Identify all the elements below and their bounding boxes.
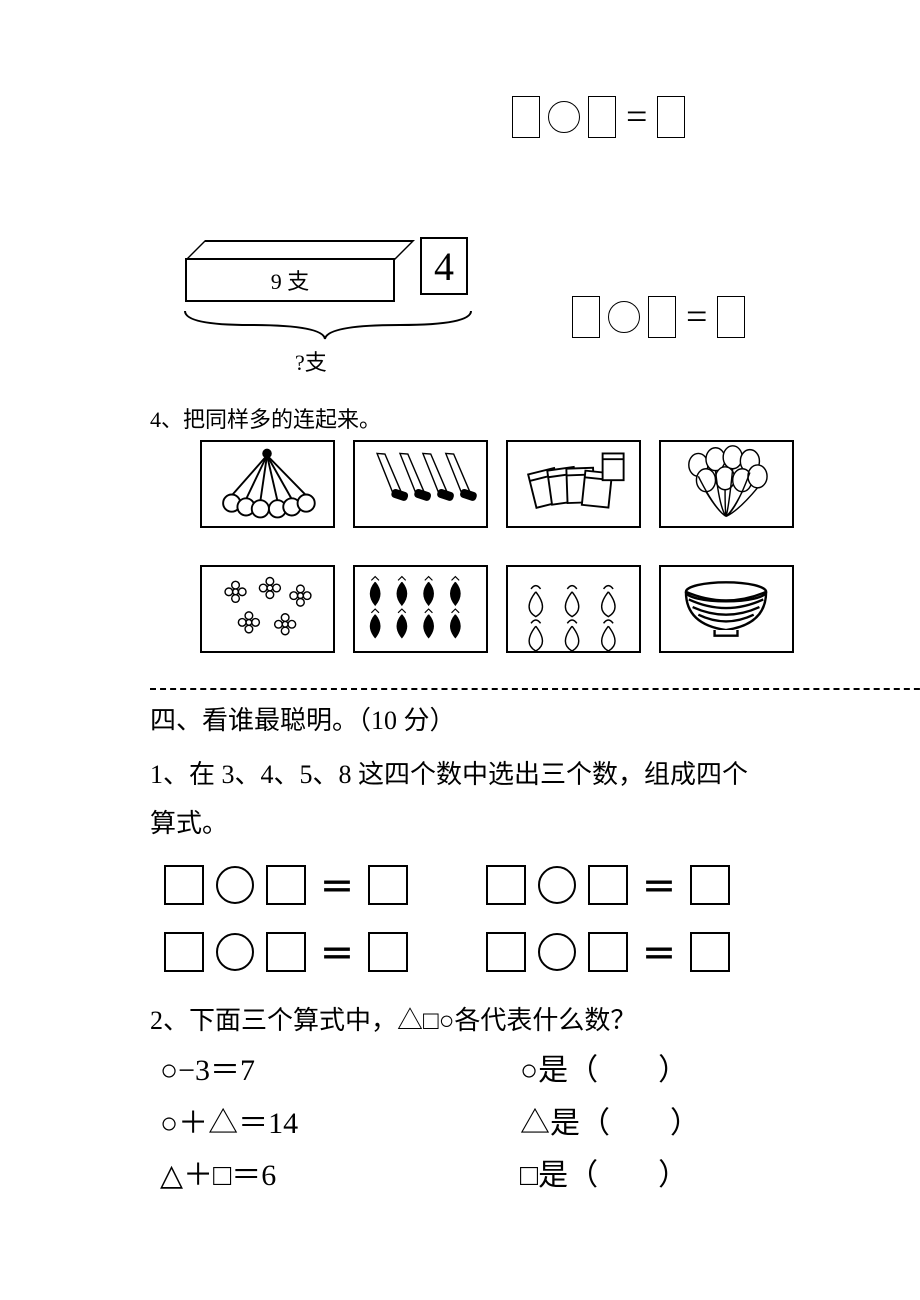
blank-box-icon (588, 865, 628, 905)
item-notebooks (506, 440, 641, 528)
equation-blank-4: ＝ (482, 927, 734, 976)
blank-box-icon (164, 865, 204, 905)
blank-box-icon (690, 932, 730, 972)
equation-template-top: = (510, 95, 687, 139)
blank-box-icon (164, 932, 204, 972)
card-value: 4 (434, 243, 454, 290)
blank-box-icon (572, 296, 600, 338)
section-divider (150, 688, 920, 690)
brace-label: ?支 (295, 345, 327, 377)
q2-answer-2: △是（ ） (520, 1098, 700, 1151)
equation-blank-1: ＝ (160, 860, 412, 909)
items-row-top (200, 440, 794, 528)
section4-q1-text: 1、在 3、4、5、8 这四个数中选出三个数，组成四个算式。 (150, 750, 770, 849)
q2-answer-3: □是（ ） (520, 1150, 700, 1203)
blank-box-icon (717, 296, 745, 338)
blank-circle-icon (538, 933, 576, 971)
item-flowers (200, 565, 335, 653)
box-front-label: 9 支 (185, 258, 395, 302)
equals-sign: ＝ (320, 927, 354, 976)
blank-box-icon (486, 865, 526, 905)
box-label: 9 支 (271, 264, 310, 296)
item-strawberries (353, 565, 488, 653)
q2-line-2: ○＋△＝14 (160, 1098, 298, 1151)
curly-brace-icon (175, 305, 475, 347)
item-balloons (659, 440, 794, 528)
equation-grid: ＝ ＝ ＝ ＝ (160, 860, 734, 994)
q2-answer-1: ○是（ ） (520, 1045, 700, 1098)
equation-blank-3: ＝ (160, 927, 412, 976)
blank-box-icon (657, 96, 685, 138)
blank-box-icon (266, 932, 306, 972)
box-diagram: 9 支 4 ?支 (175, 225, 515, 385)
blank-box-icon (512, 96, 540, 138)
equals-sign: ＝ (320, 860, 354, 909)
section4-heading: 四、看谁最聪明。（10 分） (150, 700, 456, 737)
blank-circle-icon (608, 301, 640, 333)
item-knives (353, 440, 488, 528)
blank-box-icon (588, 932, 628, 972)
blank-box-icon (368, 932, 408, 972)
blank-circle-icon (216, 933, 254, 971)
equals-sign: ＝ (642, 860, 676, 909)
blank-circle-icon (548, 101, 580, 133)
worksheet-page: = 9 支 4 ?支 = 4、把同样多的连起来。 (0, 0, 920, 1300)
equals-sign: = (626, 95, 647, 139)
blank-box-icon (648, 296, 676, 338)
q2-line-3: △＋□＝6 (160, 1150, 298, 1203)
item-cherries (200, 440, 335, 528)
items-row-bottom (200, 565, 794, 653)
item-bowls (659, 565, 794, 653)
blank-box-icon (266, 865, 306, 905)
q2-answers: ○是（ ） △是（ ） □是（ ） (520, 1045, 700, 1203)
item-peaches (506, 565, 641, 653)
equation-blank-2: ＝ (482, 860, 734, 909)
blank-circle-icon (538, 866, 576, 904)
equation-template-mid: = (570, 295, 747, 339)
q2-equations: ○−3＝7 ○＋△＝14 △＋□＝6 (160, 1045, 298, 1203)
blank-box-icon (486, 932, 526, 972)
q4-prompt: 4、把同样多的连起来。 (150, 402, 381, 434)
section4-q2-prompt: 2、下面三个算式中，△□○各代表什么数？ (150, 1000, 636, 1037)
blank-box-icon (588, 96, 616, 138)
blank-box-icon (690, 865, 730, 905)
equals-sign: = (686, 295, 707, 339)
q2-line-1: ○−3＝7 (160, 1045, 298, 1098)
blank-circle-icon (216, 866, 254, 904)
equals-sign: ＝ (642, 927, 676, 976)
card-number: 4 (420, 237, 468, 295)
blank-box-icon (368, 865, 408, 905)
